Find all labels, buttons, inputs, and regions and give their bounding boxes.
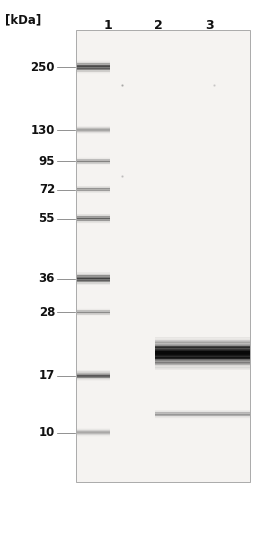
Bar [155, 362, 250, 363]
Bar [77, 65, 110, 66]
Bar [77, 66, 110, 67]
Bar [77, 70, 110, 71]
Bar [77, 62, 110, 63]
Bar [155, 343, 250, 344]
Text: 2: 2 [154, 19, 163, 33]
Bar [77, 64, 110, 65]
Text: 3: 3 [206, 19, 214, 33]
Bar [155, 339, 250, 340]
Bar [77, 70, 110, 71]
Bar [155, 360, 250, 361]
Bar [77, 276, 110, 277]
Bar [77, 283, 110, 284]
Text: 10: 10 [39, 426, 55, 439]
Bar [77, 279, 110, 280]
Bar [155, 337, 250, 338]
Bar [155, 338, 250, 339]
Bar [155, 367, 250, 368]
Bar [155, 361, 250, 362]
Bar [155, 365, 250, 366]
Bar [155, 353, 250, 354]
Text: 55: 55 [39, 212, 55, 225]
Bar [155, 350, 250, 351]
Bar [77, 272, 110, 273]
Bar [155, 358, 250, 359]
Bar [155, 354, 250, 355]
Bar [155, 366, 250, 367]
Bar [155, 342, 250, 343]
Bar [77, 280, 110, 281]
Bar [77, 272, 110, 273]
Bar [155, 352, 250, 353]
Bar [155, 357, 250, 358]
Bar [77, 276, 110, 277]
Bar [155, 345, 250, 346]
Bar [155, 341, 250, 342]
Bar [77, 273, 110, 274]
Bar [77, 69, 110, 70]
Text: 250: 250 [30, 61, 55, 74]
Bar [77, 72, 110, 73]
Text: 130: 130 [31, 123, 55, 137]
Bar [155, 346, 250, 347]
Bar [77, 63, 110, 64]
Bar [77, 64, 110, 65]
Bar [155, 351, 250, 352]
Bar [77, 281, 110, 282]
Bar [77, 277, 110, 278]
Bar [77, 274, 110, 275]
Bar [155, 349, 250, 350]
Text: 17: 17 [39, 369, 55, 382]
Text: 72: 72 [39, 183, 55, 196]
Bar [155, 337, 250, 338]
Bar [77, 277, 110, 278]
Bar [77, 278, 110, 279]
Bar [77, 283, 110, 284]
Bar [155, 338, 250, 339]
Bar [155, 344, 250, 345]
Bar [77, 67, 110, 68]
Bar [77, 278, 110, 279]
Bar [77, 274, 110, 275]
Text: 28: 28 [39, 306, 55, 319]
Text: 36: 36 [39, 272, 55, 285]
Bar [77, 73, 110, 74]
Bar [77, 279, 110, 280]
Bar [155, 339, 250, 341]
Bar [155, 356, 250, 357]
Bar [155, 359, 250, 360]
Text: 95: 95 [39, 155, 55, 168]
Bar [155, 364, 250, 365]
Bar [77, 275, 110, 276]
Bar [77, 282, 110, 283]
Bar [155, 363, 250, 364]
Bar [155, 368, 250, 369]
Bar [77, 284, 110, 285]
Bar [77, 68, 110, 69]
Bar [155, 348, 250, 349]
Bar [77, 71, 110, 72]
Bar [77, 61, 110, 62]
Bar [77, 273, 110, 274]
Bar [77, 284, 110, 285]
Text: [kDa]: [kDa] [5, 14, 41, 27]
Bar [77, 282, 110, 283]
Bar [77, 280, 110, 281]
Bar [155, 347, 250, 348]
Bar [155, 369, 250, 370]
Text: 1: 1 [103, 19, 112, 33]
Bar [76, 30, 250, 482]
Bar [155, 355, 250, 356]
